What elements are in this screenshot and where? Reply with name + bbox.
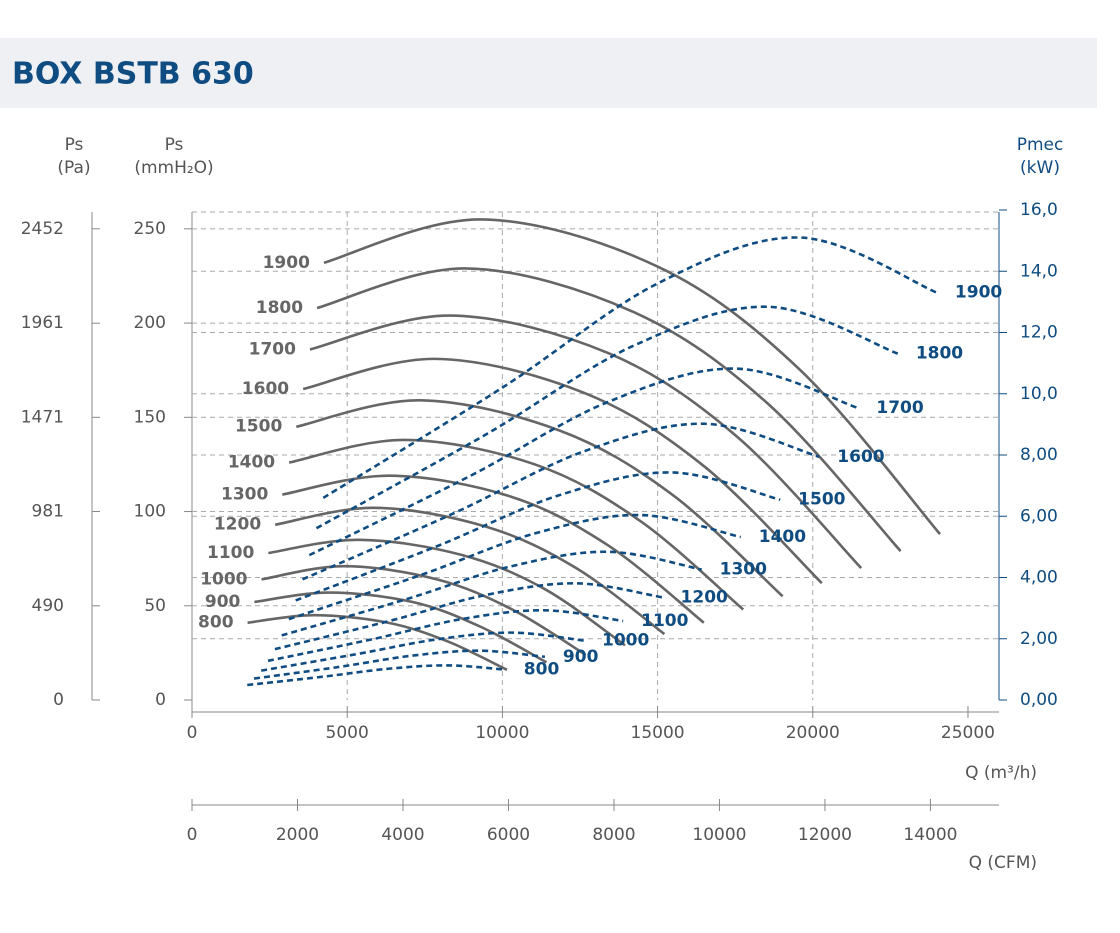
pressure-curve [274,506,666,636]
axis-label: Ps [165,135,184,155]
power-curve [274,582,663,651]
x2-tick-label: 10000 [692,825,746,845]
pa-tick-label: 0 [53,690,64,710]
y2-tick-label: 10,0 [1020,384,1058,404]
power-curve [301,422,820,581]
x-tick-label: 5000 [326,723,369,743]
power-curve [295,471,781,602]
x-tick-label: 10000 [475,723,529,743]
power-curve-label: 1300 [720,560,767,580]
power-curve-label: 1900 [955,283,1002,303]
x2-tick-label: 4000 [381,825,424,845]
y2-tick-label: 2,00 [1020,629,1058,649]
power-curve-label: 900 [563,647,599,667]
power-curve-label: 800 [524,660,560,680]
pressure-curve [268,538,626,647]
power-curve-label: 1700 [876,398,923,418]
pa-tick-label: 2452 [21,219,64,239]
pressure-curve-label: 1800 [256,298,303,318]
y-tick-label: 200 [134,313,166,333]
pressure-curve [323,218,942,535]
pressure-curve [282,474,705,624]
power-curve-label: 1500 [798,490,845,510]
pa-tick-label: 981 [32,501,64,521]
power-curve-label: 1400 [759,527,806,547]
axis-unit: (Pa) [57,158,90,178]
pa-tick-label: 1471 [21,407,64,427]
power-curve-label: 1600 [837,447,884,467]
axis-unit: (mmH₂O) [134,158,213,178]
x-tick-label: 25000 [941,723,995,743]
pa-tick-label: 490 [32,596,64,616]
y-tick-label: 250 [134,219,166,239]
x2-tick-label: 0 [187,825,198,845]
power-curve [247,664,506,687]
power-curve [281,550,702,637]
x2-tick-label: 12000 [798,825,852,845]
x2-tick-label: 14000 [903,825,957,845]
y-tick-label: 100 [134,502,166,522]
power-curve [315,305,899,530]
pressure-curve-label: 900 [205,592,241,612]
pressure-curve [316,267,902,552]
power-curve-label: 1000 [602,631,649,651]
pressure-curve-label: 1900 [263,253,310,273]
pressure-curve-label: 1600 [242,379,289,399]
y2-tick-label: 6,00 [1020,506,1058,526]
axis-label: Ps [65,135,84,155]
y2-tick-label: 4,00 [1020,568,1058,588]
power-curve [322,236,938,499]
x2-axis-label: Q (CFM) [969,853,1037,873]
y-tick-label: 50 [144,596,166,616]
pressure-curve-label: 1300 [221,485,268,505]
power-curve-label: 1800 [916,344,963,364]
pressure-curve [247,613,508,672]
x-tick-label: 20000 [786,723,840,743]
y2-tick-label: 16,0 [1020,200,1058,220]
pressure-curve [309,314,863,569]
pressure-curve [261,564,587,656]
power-curve-label: 1200 [681,587,728,607]
power-curve [288,513,742,621]
x2-tick-label: 6000 [487,825,530,845]
pressure-curve [254,591,548,664]
pressure-curve [288,438,745,611]
power-curve-label: 1100 [641,611,688,631]
power-curve [267,608,624,663]
y2-tick-label: 12,0 [1020,323,1058,343]
chart-title: BOX BSTB 630 [12,57,254,92]
y2-tick-label: 0,00 [1020,690,1058,710]
pressure-curve-label: 1500 [235,417,282,437]
x-tick-label: 15000 [631,723,685,743]
pressure-curve-label: 1700 [249,339,296,359]
power-curve [260,631,585,672]
pressure-curve-label: 1000 [200,569,247,589]
y2-tick-label: 8,00 [1020,445,1058,465]
axis-label: Pmec [1017,135,1064,155]
y-tick-label: 150 [134,407,166,427]
pressure-curve-label: 1200 [214,515,261,535]
power-curve [253,649,546,680]
x2-tick-label: 8000 [592,825,635,845]
title-bar [0,38,1097,108]
x-axis-label: Q (m³/h) [965,763,1037,783]
axis-unit: (kW) [1020,158,1060,178]
y2-tick-label: 14,0 [1020,261,1058,281]
x-tick-label: 0 [187,723,198,743]
pressure-curve-label: 800 [198,613,234,633]
pa-tick-label: 1961 [21,313,64,333]
y-tick-label: 0 [155,690,166,710]
pressure-curve-label: 1100 [207,543,254,563]
pressure-curve [302,357,823,585]
x2-tick-label: 2000 [276,825,319,845]
pressure-curve-label: 1400 [228,453,275,473]
power-curve [308,367,859,557]
